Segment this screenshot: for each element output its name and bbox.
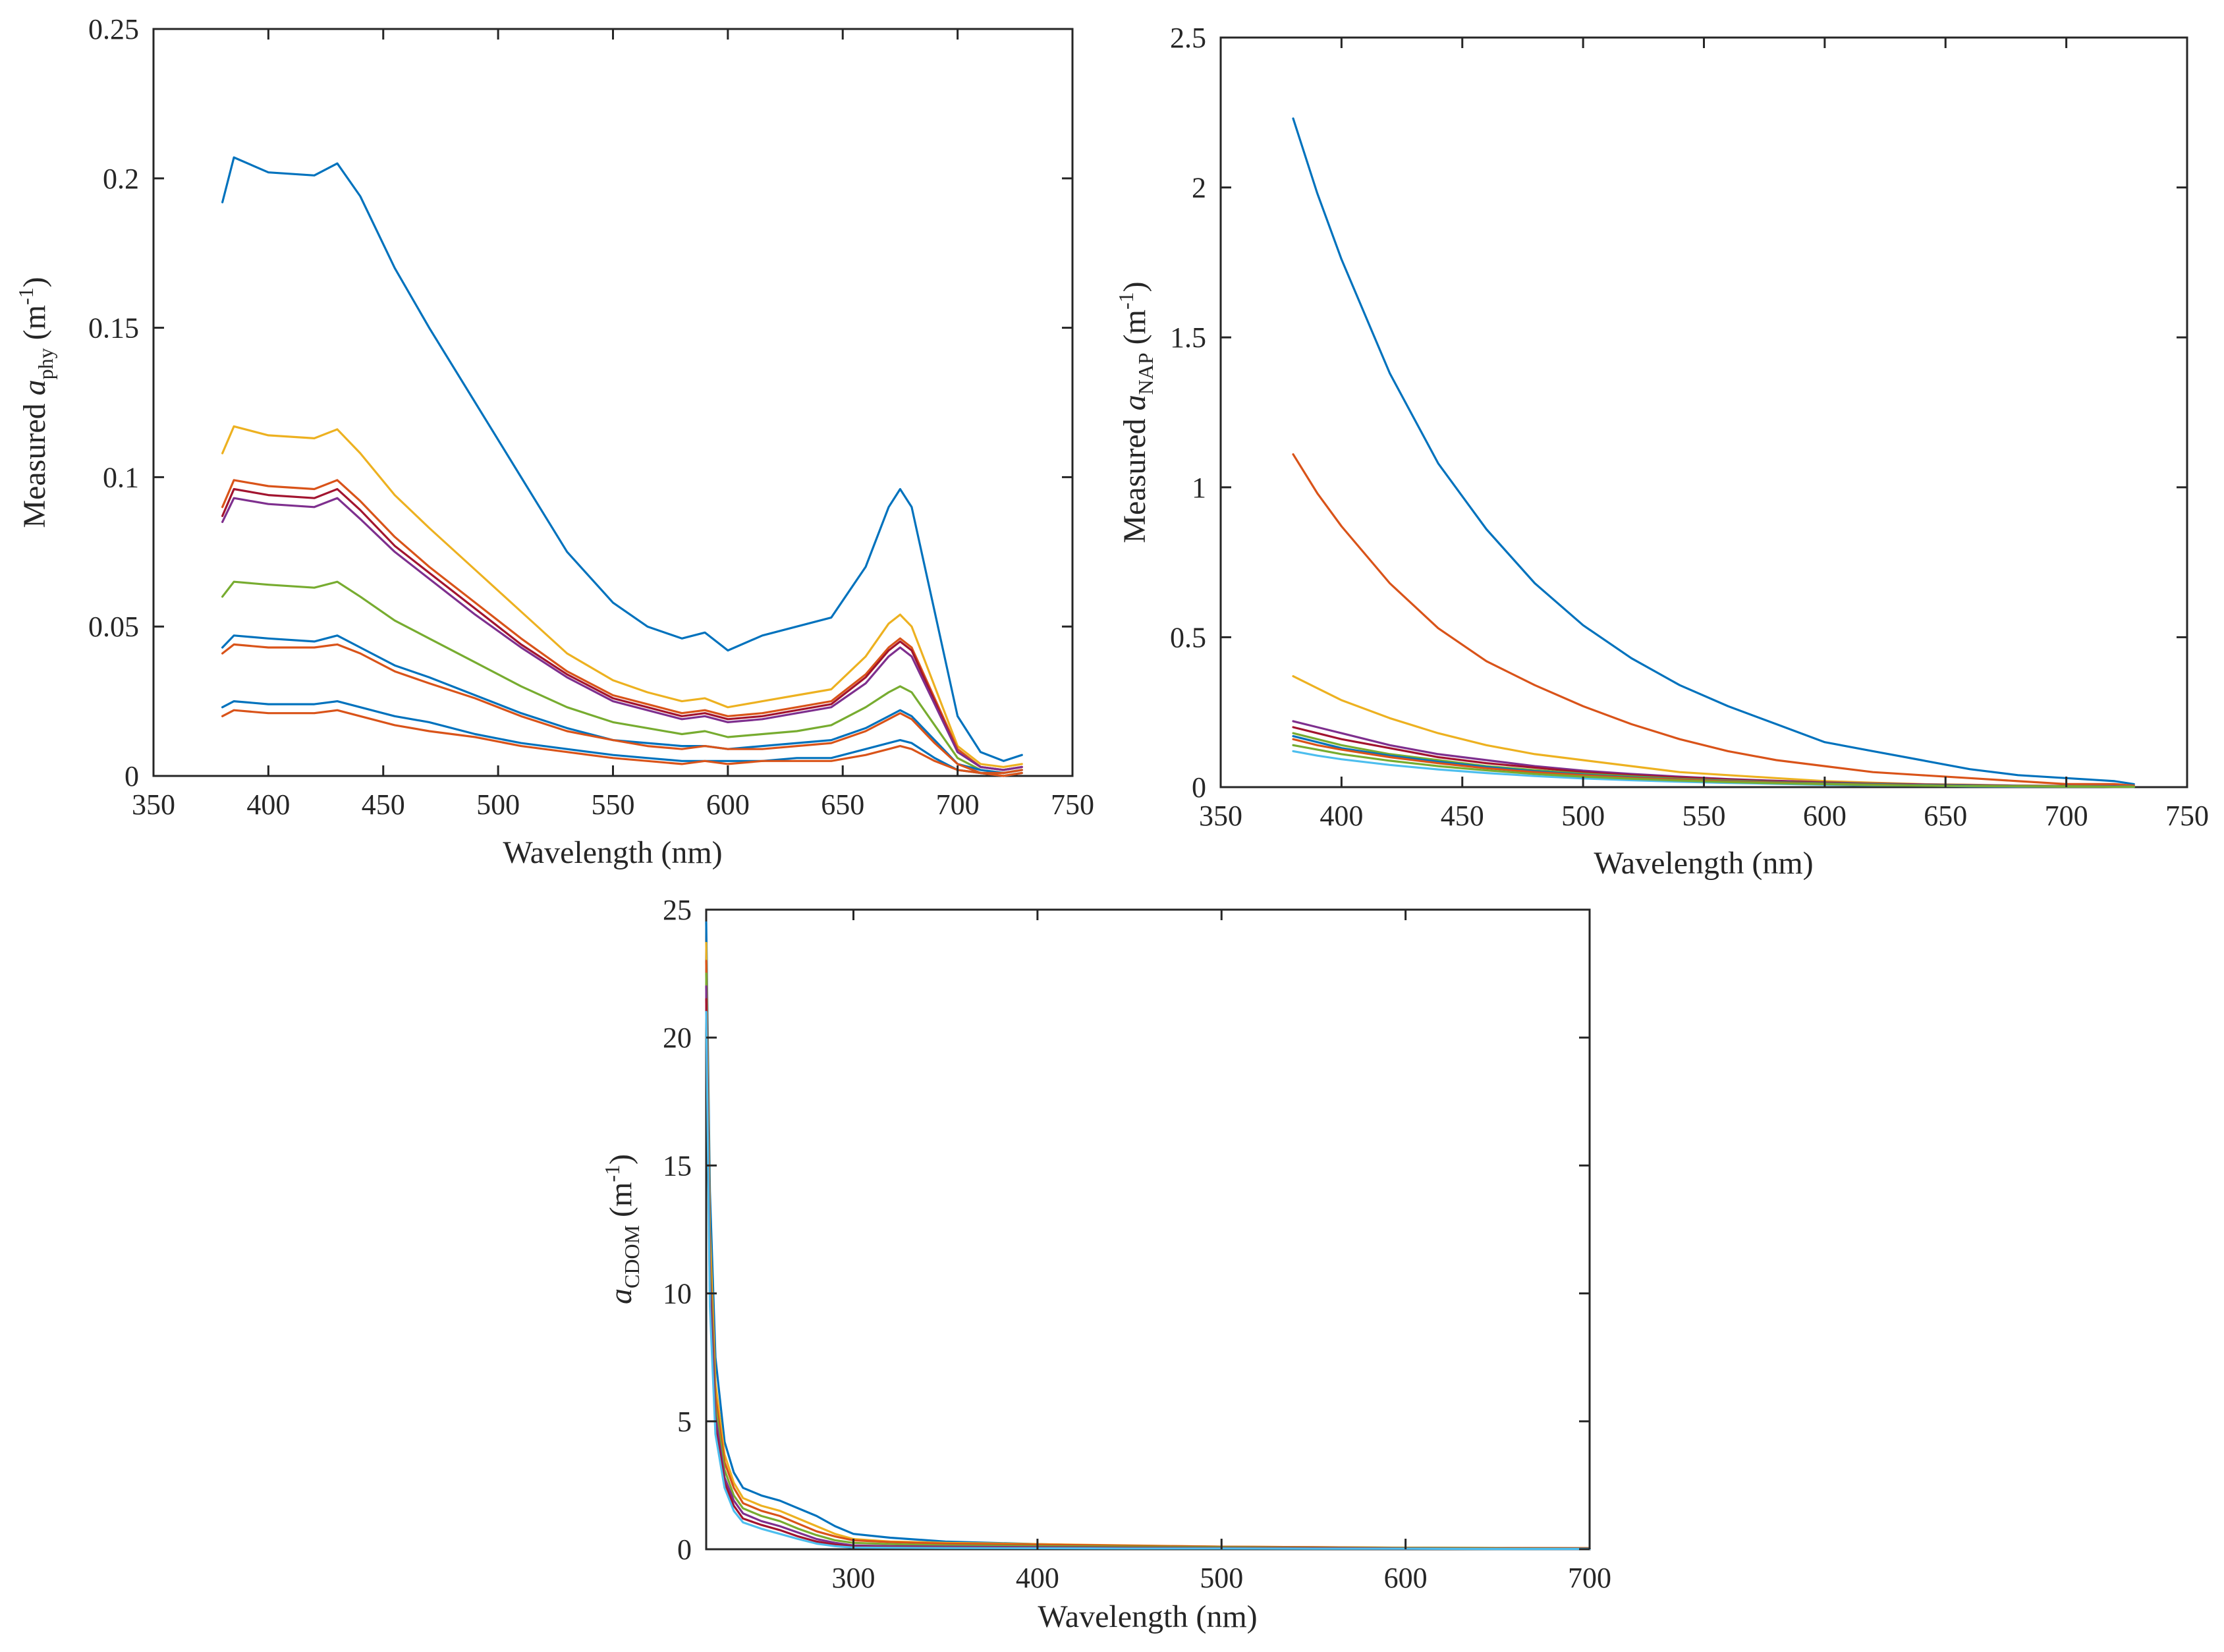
anap-ytick-label-0: 0 xyxy=(1192,771,1206,804)
aphy-series-line-3 xyxy=(221,479,1023,771)
anap-xtick-label-750: 750 xyxy=(2165,800,2209,832)
aphy-ytick-label-4: 0.2 xyxy=(103,163,139,195)
aphy-ytick-label-0: 0 xyxy=(125,760,139,792)
anap-ylabel-sub: NAP xyxy=(1134,352,1157,395)
aphy-series-line-7 xyxy=(221,634,1023,775)
anap-ytick-label-5: 2.5 xyxy=(1170,22,1206,54)
aphy-ytick-label-3: 0.15 xyxy=(88,312,139,344)
aphy-xtick-label-600: 600 xyxy=(706,788,750,821)
aphy-xtick-label-700: 700 xyxy=(936,788,980,821)
acdom-ytick-label-4: 20 xyxy=(663,1022,692,1054)
anap-xtick-label-450: 450 xyxy=(1441,800,1484,832)
anap-axes-box xyxy=(1219,36,2188,788)
aphy-ylabel-close: ) xyxy=(17,277,52,287)
acdom-ytick-label-1: 5 xyxy=(677,1406,692,1438)
anap-xtick-label-700: 700 xyxy=(2045,800,2088,832)
acdom-series-group xyxy=(705,921,1591,1551)
anap-series-line-2 xyxy=(1292,453,2135,787)
aphy-ytick-label-1: 0.05 xyxy=(88,611,139,643)
chart-acdom: 300 400 500 600 700 0 5 10 15 20 25 Wavelength (nm… xyxy=(600,894,1611,1634)
anap-ytick-label-2: 1 xyxy=(1192,472,1206,504)
aphy-series-line-9 xyxy=(221,700,1023,777)
anap-series-line-1 xyxy=(1292,117,2135,786)
aphy-xtick-label-450: 450 xyxy=(362,788,405,821)
acdom-axes-box xyxy=(705,908,1591,1551)
anap-ylabel-unit: (m xyxy=(1117,310,1152,344)
anap-ticks-group: 350 400 450 500 550 600 650 700 750 0 0.5 1 1.5 2 2.5 xyxy=(1170,22,2209,832)
aphy-series-line-8 xyxy=(221,643,1023,775)
anap-ylabel-symbol: a xyxy=(1117,395,1152,410)
acdom-ylabel: aCDOM (m-1) xyxy=(600,1154,644,1304)
aphy-xlabel: Wavelength (nm) xyxy=(503,835,722,870)
aphy-ylabel-unit: (m xyxy=(17,305,52,340)
aphy-series-line-5 xyxy=(221,497,1023,771)
acdom-ylabel-symbol: a xyxy=(603,1288,638,1304)
aphy-ylabel-sub: phy xyxy=(34,348,57,379)
aphy-axes-box xyxy=(152,28,1074,777)
acdom-ylabel-sub: CDOM xyxy=(620,1225,644,1288)
anap-ytick-label-4: 2 xyxy=(1192,172,1206,204)
chart-aphy: 350 400 450 500 550 600 650 700 750 0 0.05 0.1 0.15 0… xyxy=(14,13,1094,870)
acdom-xtick-label-300: 300 xyxy=(832,1562,876,1594)
aphy-ticks-group: 350 400 450 500 550 600 650 700 750 0 0.05 0.1 0.15 0… xyxy=(88,13,1094,821)
acdom-xtick-label-500: 500 xyxy=(1200,1562,1243,1594)
aphy-series-line-10 xyxy=(221,709,1023,777)
anap-xtick-label-550: 550 xyxy=(1682,800,1726,832)
acdom-ytick-label-5: 25 xyxy=(663,894,692,926)
aphy-xtick-label-350: 350 xyxy=(132,788,175,821)
anap-xtick-label-600: 600 xyxy=(1803,800,1847,832)
anap-ytick-label-3: 1.5 xyxy=(1170,321,1206,354)
anap-ytick-label-1: 0.5 xyxy=(1170,621,1206,653)
aphy-series-line-1 xyxy=(221,156,1023,762)
acdom-ytick-label-3: 15 xyxy=(663,1149,692,1182)
acdom-ylabel-sup: -1 xyxy=(600,1165,624,1182)
anap-ylabel-sup: -1 xyxy=(1114,292,1138,310)
chart-anap: 350 400 450 500 550 600 650 700 75000.511.522.5 … xyxy=(1114,22,2209,881)
aphy-xtick-label-650: 650 xyxy=(821,788,864,821)
aphy-series-line-6 xyxy=(221,580,1023,775)
acdom-xtick-label-400: 400 xyxy=(1016,1562,1059,1594)
anap-xtick-label-350: 350 xyxy=(1199,800,1242,832)
anap-xtick-label-650: 650 xyxy=(1924,800,1967,832)
anap-xtick-label-400: 400 xyxy=(1320,800,1363,832)
acdom-xtick-label-600: 600 xyxy=(1384,1562,1428,1594)
anap-xtick-label-500: 500 xyxy=(1561,800,1605,832)
aphy-xtick-label-550: 550 xyxy=(592,788,635,821)
aphy-ylabel-prefix: Measured xyxy=(17,395,52,528)
aphy-xtick-label-750: 750 xyxy=(1051,788,1094,821)
aphy-ytick-label-5: 0.25 xyxy=(88,13,139,45)
acdom-xlabel: Wavelength (nm) xyxy=(1038,1599,1257,1634)
aphy-xtick-label-400: 400 xyxy=(246,788,290,821)
acdom-ylabel-close: ) xyxy=(603,1154,638,1165)
aphy-xtick-label-500: 500 xyxy=(476,788,520,821)
aphy-ylabel-sup: -1 xyxy=(14,287,38,305)
aphy-series-group xyxy=(221,156,1023,777)
anap-ylabel-prefix: Measured xyxy=(1117,410,1152,543)
acdom-ticks-group: 300 400 500 600 700 0 5 10 15 20 25 xyxy=(663,894,1611,1594)
aphy-ylabel: Measured aphy (m-1) xyxy=(14,277,57,528)
aphy-ylabel-symbol: a xyxy=(17,379,52,395)
aphy-ytick-label-2: 0.1 xyxy=(103,461,139,493)
acdom-xtick-label-700: 700 xyxy=(1568,1562,1611,1594)
acdom-series-line-7 xyxy=(705,1010,1591,1551)
anap-ylabel-close: ) xyxy=(1117,281,1152,292)
acdom-ylabel-unit: (m xyxy=(603,1182,638,1217)
anap-ylabel: Measured aNAP (m-1) xyxy=(1114,281,1157,543)
anap-xlabel: Wavelength (nm) xyxy=(1594,846,1813,881)
aphy-series-line-4 xyxy=(221,487,1023,771)
acdom-ytick-label-2: 10 xyxy=(663,1278,692,1310)
aphy-series-line-2 xyxy=(221,425,1023,769)
acdom-ytick-label-0: 0 xyxy=(677,1533,692,1566)
